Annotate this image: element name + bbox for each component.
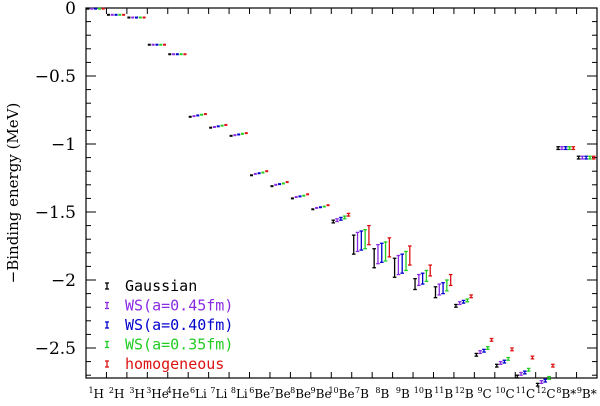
data-series xyxy=(86,7,596,387)
series-4 xyxy=(101,7,596,368)
x-tick-label: 10B xyxy=(414,386,433,401)
x-tick-label: 4He xyxy=(167,386,190,401)
y-tick-label: 0 xyxy=(65,0,76,19)
x-tick-label: 8B* xyxy=(556,386,576,401)
legend: Gaussian WS(a=0.45fm)WS(a=0.40fm) WS(a=0.3… xyxy=(105,277,233,373)
x-tick-label: 10C xyxy=(495,386,514,401)
y-tick-label: −2 xyxy=(51,271,76,291)
y-tick-label: −2.5 xyxy=(35,339,76,359)
x-tick-label: 6Li xyxy=(190,386,207,401)
legend-label: Gaussian xyxy=(125,277,197,295)
x-tick-label: 6Be xyxy=(249,386,270,401)
x-tick-label: 8Li xyxy=(231,386,248,401)
legend-label: WS(a=0.35fm) xyxy=(125,336,233,354)
legend-item: homogeneous xyxy=(105,355,224,373)
y-tick-label: −1 xyxy=(51,135,76,155)
legend-item: WS(a=0.35fm) xyxy=(105,336,233,354)
x-tick-label: 9Be xyxy=(311,386,332,401)
series-2 xyxy=(94,7,588,383)
x-tick-label: 10Be xyxy=(328,386,354,401)
x-tick-label: 11B xyxy=(434,386,453,401)
series-1 xyxy=(90,7,585,385)
y-tick-label: −1.5 xyxy=(35,203,76,223)
x-tick-label: 11C xyxy=(516,386,535,401)
legend-label: WS(a=0.45fm) xyxy=(125,297,233,315)
x-tick-label: 12B xyxy=(455,386,474,401)
plot-axes xyxy=(85,7,598,379)
y-axis-ticks: 0 −0.5 −1 −1.5 −2 −2.5 xyxy=(35,0,597,376)
x-tick-label: 2H xyxy=(109,386,125,401)
x-tick-label: 9B* xyxy=(577,386,597,401)
legend-item: WS(a=0.40fm) xyxy=(105,316,233,334)
legend-label: WS(a=0.40fm) xyxy=(125,316,233,334)
x-tick-label: 12C xyxy=(536,386,555,401)
legend-item: Gaussian xyxy=(105,277,197,295)
x-tick-label: 9C xyxy=(477,386,491,401)
legend-item: WS(a=0.45fm) xyxy=(105,297,233,315)
x-tick-label: 3H xyxy=(129,386,145,401)
x-tick-label: 1H xyxy=(88,386,104,401)
series-3 xyxy=(97,7,592,380)
x-tick-label: 8Be xyxy=(290,386,311,401)
x-tick-label: 7Be xyxy=(270,386,291,401)
y-axis-label: −Binding energy (MeV) xyxy=(4,103,22,284)
x-tick-label: 3He xyxy=(146,386,169,401)
x-tick-label: 7B xyxy=(355,386,369,401)
y-tick-label: −0.5 xyxy=(35,67,76,87)
x-tick-label: 7Li xyxy=(210,386,227,401)
x-tick-label: 8B xyxy=(375,386,389,401)
x-tick-label: 9B xyxy=(396,386,410,401)
series-0 xyxy=(86,7,581,387)
legend-label: homogeneous xyxy=(125,355,224,373)
